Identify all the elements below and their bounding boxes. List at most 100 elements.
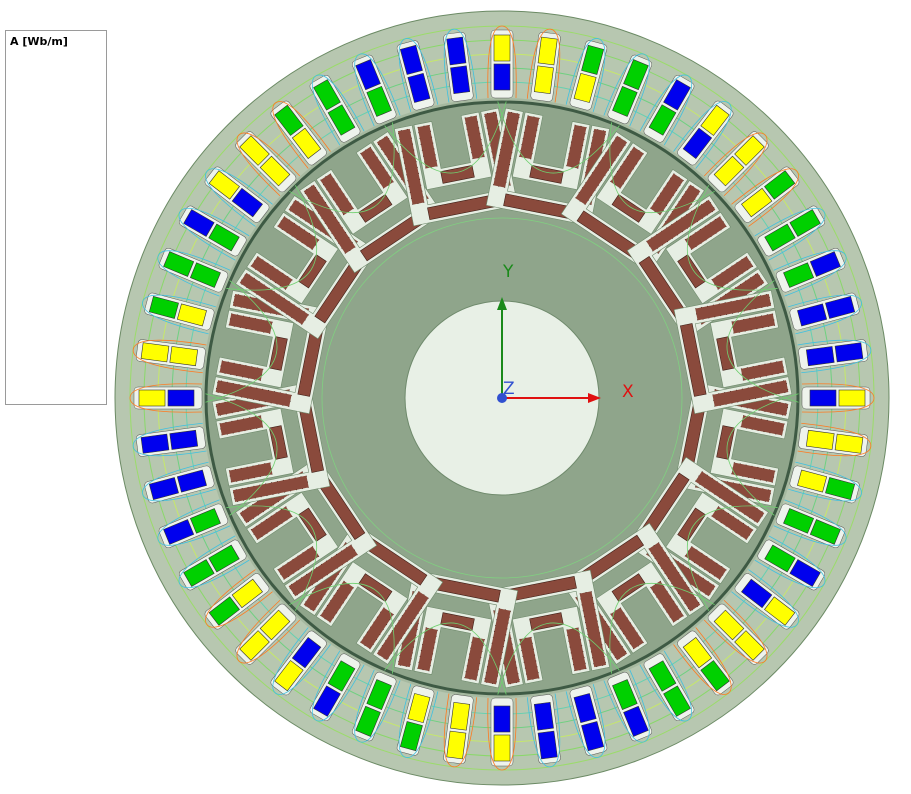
contour-line bbox=[609, 122, 715, 214]
conductor bbox=[581, 44, 605, 75]
conductor bbox=[573, 693, 597, 724]
contour-line bbox=[754, 207, 826, 261]
stator-slot bbox=[142, 461, 216, 504]
magnet bbox=[228, 462, 273, 483]
stator-slot bbox=[673, 100, 734, 169]
contour-line bbox=[773, 499, 847, 546]
contour-line bbox=[797, 422, 872, 457]
contour-line bbox=[703, 599, 768, 664]
conductor bbox=[239, 630, 270, 661]
magnet bbox=[649, 173, 685, 216]
conductor bbox=[493, 705, 511, 733]
contour-line bbox=[788, 461, 862, 502]
stator-slot bbox=[526, 693, 561, 768]
conductor bbox=[138, 389, 166, 407]
contour-line bbox=[205, 569, 273, 628]
conductor bbox=[355, 705, 381, 737]
conductor bbox=[176, 469, 207, 493]
contour-line bbox=[205, 168, 273, 227]
conductor bbox=[537, 36, 558, 66]
magnet bbox=[575, 135, 628, 206]
magnet bbox=[319, 173, 355, 216]
contour-line bbox=[686, 505, 778, 611]
magnet bbox=[677, 507, 706, 542]
conductor bbox=[663, 79, 691, 111]
magnet bbox=[609, 607, 645, 650]
contour-line bbox=[398, 684, 439, 758]
conductor bbox=[399, 44, 423, 75]
contour-line bbox=[801, 383, 875, 413]
conductor bbox=[148, 295, 179, 319]
conductor bbox=[573, 72, 597, 103]
magnet bbox=[250, 255, 293, 291]
contour-line bbox=[609, 582, 715, 674]
conductor bbox=[764, 223, 796, 252]
conductor bbox=[713, 155, 745, 187]
magnet bbox=[376, 590, 429, 661]
contour-line bbox=[487, 697, 517, 771]
conductor bbox=[399, 721, 423, 752]
contour-line bbox=[686, 185, 778, 291]
conductor bbox=[533, 65, 554, 95]
contour-line bbox=[788, 294, 862, 335]
stator-slot bbox=[487, 697, 517, 771]
stator-slot bbox=[396, 684, 439, 758]
stator-slot bbox=[178, 205, 250, 261]
stator-slot bbox=[270, 627, 331, 696]
conductor bbox=[493, 734, 511, 762]
stator-slot bbox=[526, 28, 561, 103]
contour-line bbox=[773, 250, 847, 297]
conductor bbox=[648, 104, 677, 136]
stator-slot bbox=[157, 247, 231, 297]
contour-line bbox=[603, 53, 650, 127]
contour-line bbox=[731, 168, 799, 227]
stator-slot bbox=[703, 599, 769, 665]
magnet bbox=[740, 415, 785, 436]
contour-line bbox=[726, 280, 799, 403]
conductor bbox=[189, 508, 221, 534]
magnet bbox=[440, 612, 475, 631]
magnet bbox=[677, 254, 706, 289]
contour-line bbox=[178, 207, 250, 261]
conductor bbox=[764, 544, 796, 573]
magnet bbox=[611, 573, 646, 602]
conductor bbox=[208, 170, 240, 200]
magnet bbox=[464, 115, 485, 160]
stator-slot bbox=[204, 166, 273, 227]
conductor bbox=[809, 519, 841, 545]
conductor bbox=[208, 223, 240, 252]
conductor bbox=[648, 660, 677, 692]
conductor bbox=[366, 679, 392, 711]
conductor bbox=[834, 342, 864, 363]
coordinate-triad: Y X Z bbox=[497, 262, 634, 403]
stator-slot bbox=[731, 569, 800, 630]
magnet bbox=[219, 360, 264, 381]
conductor bbox=[700, 104, 730, 136]
magnet bbox=[684, 545, 727, 581]
contour-line bbox=[205, 280, 278, 403]
magnet bbox=[417, 627, 438, 672]
contour-line bbox=[565, 684, 606, 758]
contour-line bbox=[142, 294, 216, 335]
contour-line bbox=[754, 535, 826, 589]
contour-line bbox=[132, 339, 207, 374]
magnet bbox=[694, 471, 765, 524]
stator-slot bbox=[235, 599, 301, 665]
contour-line bbox=[226, 185, 318, 291]
stator-slot bbox=[788, 461, 862, 504]
stator-slot bbox=[731, 166, 800, 227]
conductor bbox=[259, 609, 291, 641]
magnet bbox=[358, 194, 393, 223]
conductor bbox=[734, 135, 765, 166]
magnet bbox=[277, 545, 320, 581]
contour-line bbox=[487, 25, 517, 99]
stator-slot bbox=[754, 535, 826, 591]
magnet bbox=[731, 313, 776, 334]
contour-line bbox=[731, 569, 799, 628]
conductor bbox=[407, 72, 431, 103]
rotor-pole bbox=[289, 522, 444, 674]
magnet bbox=[611, 194, 646, 223]
contour-line bbox=[205, 393, 278, 516]
legend: A [Wb/m] bbox=[5, 30, 107, 405]
contour-line bbox=[311, 74, 365, 146]
